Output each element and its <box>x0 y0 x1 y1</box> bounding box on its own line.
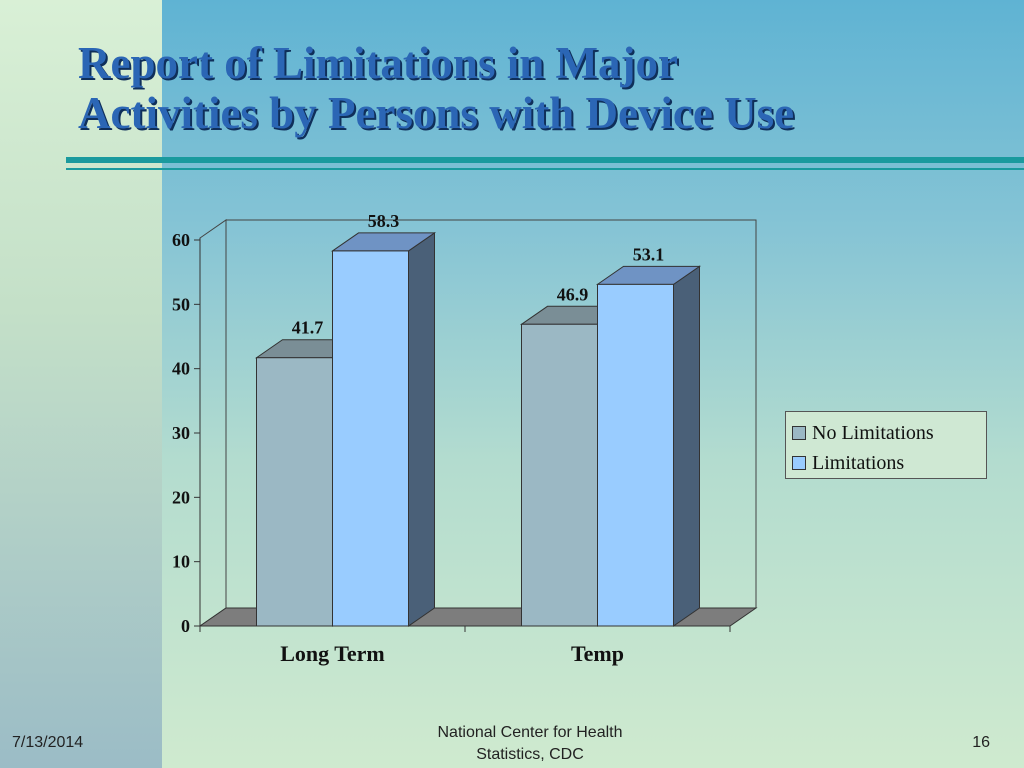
left-accent-strip <box>0 0 162 768</box>
legend-label-limitations: Limitations <box>812 451 905 474</box>
footer-source-line-2: Statistics, CDC <box>476 746 584 763</box>
data-label-limitations: 53.1 <box>633 244 665 264</box>
slide-title: Report of Limitations in Major Activitie… <box>78 38 1008 138</box>
y-tick-label: 60 <box>172 230 190 250</box>
bar-limitations <box>332 250 409 627</box>
slide-title-line-1: Report of Limitations in Major <box>78 38 678 88</box>
title-divider-thin <box>66 168 1024 170</box>
legend-swatch-limitations <box>792 456 806 470</box>
slide-title-line-2: Activities by Persons with Device Use <box>78 88 795 138</box>
bar-limitations <box>597 283 674 627</box>
chart-side-wall <box>199 219 227 627</box>
legend-item-no-limitations: No Limitations <box>786 418 986 448</box>
data-label-no-limitations: 46.9 <box>557 284 589 304</box>
legend-item-limitations: Limitations <box>786 448 986 478</box>
footer-date: 7/13/2014 <box>12 734 84 751</box>
y-axis: 0 10 20 30 40 50 60 <box>172 230 731 636</box>
chart-labels: 41.7 58.3 Long Term 46.9 53.1 Temp <box>280 211 664 666</box>
y-tick-label: 10 <box>172 552 190 572</box>
data-label-limitations: 58.3 <box>368 211 400 231</box>
legend-swatch-no-limitations <box>792 426 806 440</box>
page-number: 16 <box>972 734 990 751</box>
category-label: Temp <box>571 641 624 666</box>
chart-bars <box>254 231 702 627</box>
bar-no-limitations <box>521 323 598 627</box>
y-tick-label: 20 <box>172 487 190 507</box>
footer-source: National Center for Health Statistics, C… <box>380 722 680 766</box>
footer-source-line-1: National Center for Health <box>437 724 623 741</box>
y-tick-label: 40 <box>172 359 190 379</box>
data-label-no-limitations: 41.7 <box>292 318 324 338</box>
bar-no-limitations <box>256 357 333 627</box>
y-tick-label: 50 <box>172 294 190 314</box>
y-tick-label: 0 <box>181 616 190 636</box>
title-divider-thick <box>66 157 1024 163</box>
category-label: Long Term <box>280 641 385 666</box>
legend-label-no-limitations: No Limitations <box>812 421 934 444</box>
bar-side-limitations <box>673 265 700 627</box>
chart-legend: No Limitations Limitations <box>785 411 987 479</box>
y-tick-label: 30 <box>172 423 190 443</box>
bar-side-limitations <box>408 231 435 627</box>
